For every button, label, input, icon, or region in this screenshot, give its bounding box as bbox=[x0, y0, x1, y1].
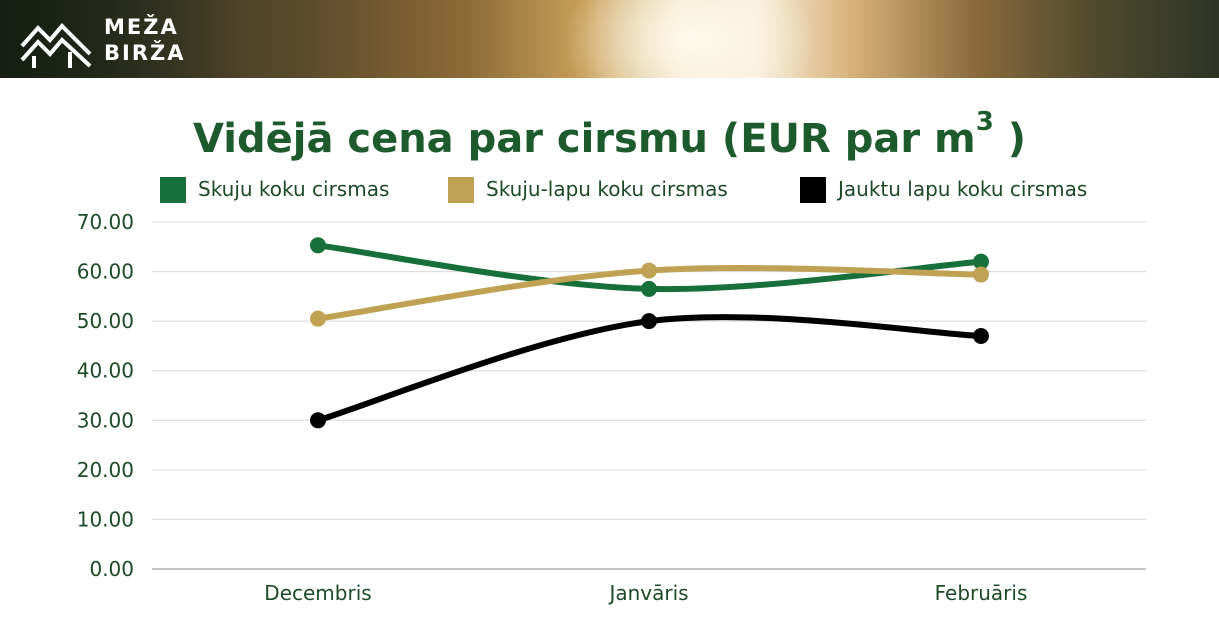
brand-line-2: BIRŽA bbox=[104, 41, 186, 65]
y-tick-label: 40.00 bbox=[77, 359, 134, 383]
y-tick-label: 60.00 bbox=[77, 260, 134, 284]
data-point bbox=[310, 310, 326, 327]
data-point bbox=[310, 237, 326, 254]
legend-label: Jauktu lapu koku cirsmas bbox=[836, 177, 1087, 201]
legend-label: Skuju-lapu koku cirsmas bbox=[486, 177, 728, 201]
data-point bbox=[973, 328, 989, 345]
data-point bbox=[310, 412, 326, 429]
series-line-3 bbox=[315, 314, 984, 424]
data-point bbox=[641, 262, 657, 279]
data-point bbox=[641, 280, 657, 297]
y-tick-label: 70.00 bbox=[77, 210, 134, 234]
brand-logo[interactable]: MEŽA BIRŽA bbox=[20, 14, 220, 70]
y-tick-label: 50.00 bbox=[77, 309, 134, 333]
banner-shade bbox=[0, 0, 240, 78]
data-point bbox=[973, 266, 989, 283]
y-tick-label: 10.00 bbox=[77, 507, 134, 531]
y-tick-label: 20.00 bbox=[77, 458, 134, 482]
mountain-logo-icon bbox=[20, 23, 92, 68]
banner-light bbox=[560, 0, 820, 78]
x-category-label: Februāris bbox=[935, 581, 1028, 605]
x-category-label: Janvāris bbox=[607, 581, 688, 605]
chart-title-close: ) bbox=[993, 116, 1026, 162]
y-tick-label: 0.00 bbox=[89, 557, 134, 581]
x-category-label: Decembris bbox=[264, 581, 371, 605]
data-point bbox=[973, 253, 989, 270]
chart-title-superscript: 3 bbox=[975, 107, 994, 137]
brand-line-1: MEŽA bbox=[104, 15, 179, 39]
legend-swatch bbox=[160, 177, 186, 203]
data-point bbox=[641, 313, 657, 330]
legend-swatch bbox=[448, 177, 474, 203]
brand-name: MEŽA BIRŽA bbox=[104, 14, 185, 66]
chart-title: Vidējā cena par cirsmu (EUR par m3 ) bbox=[0, 82, 1219, 179]
chart-title-main: Vidējā cena par cirsmu (EUR par m bbox=[193, 116, 976, 162]
legend-label: Skuju koku cirsmas bbox=[198, 177, 389, 201]
legend-swatch bbox=[800, 177, 826, 203]
header-banner: MEŽA BIRŽA bbox=[0, 0, 1219, 78]
y-tick-label: 30.00 bbox=[77, 408, 134, 432]
